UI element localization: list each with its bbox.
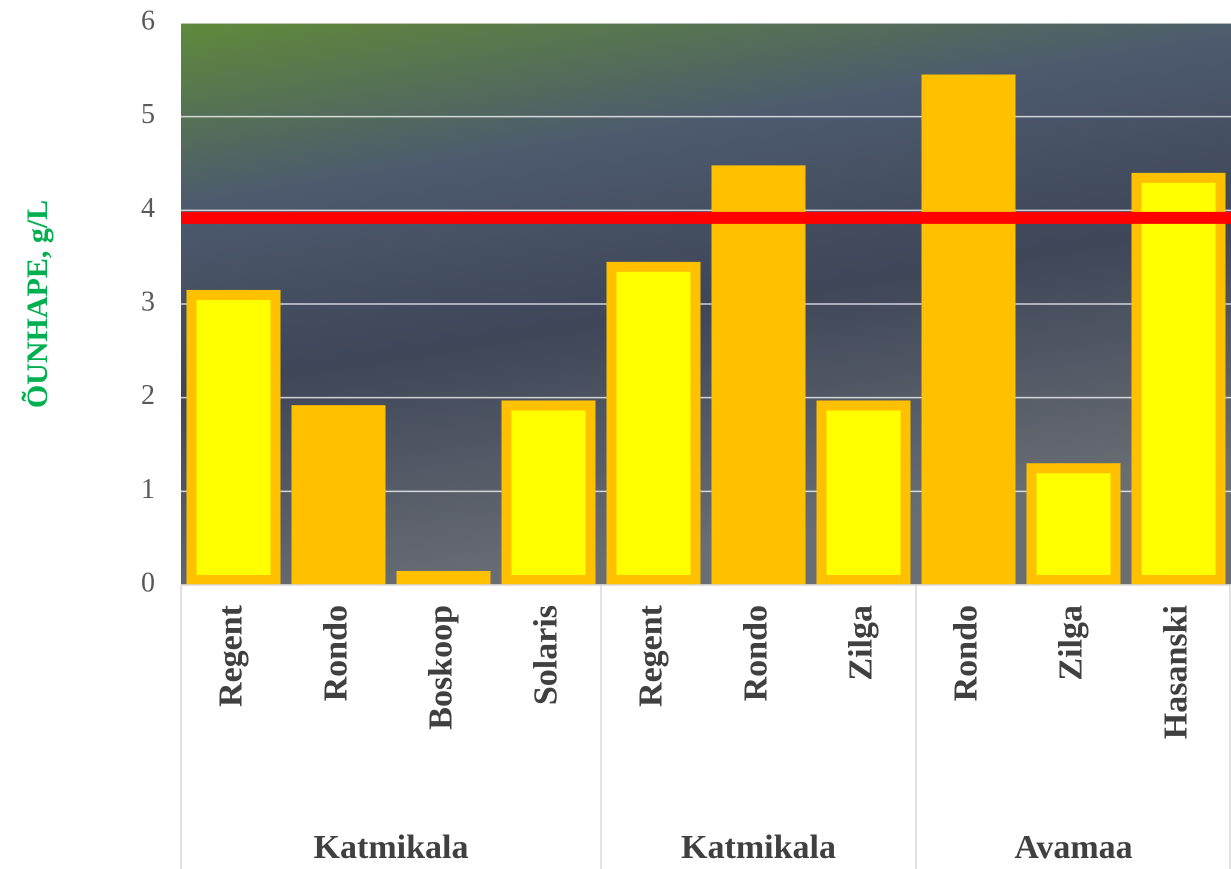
- y-tick-label: 5: [141, 99, 155, 130]
- y-tick-label: 4: [141, 193, 155, 224]
- x-tick-label: Rondo: [737, 605, 774, 701]
- y-tick-label: 6: [141, 5, 155, 36]
- bar: [1026, 463, 1121, 586]
- x-tick-label: Regent: [212, 604, 249, 707]
- y-axis-label: ÕUNHAPE, g/L: [21, 200, 54, 408]
- bar: [1131, 172, 1226, 585]
- x-tick-label: Solaris: [527, 605, 564, 705]
- x-tick-label: Rondo: [947, 605, 984, 701]
- bar: [396, 570, 491, 586]
- group-label: Katmikala: [314, 829, 469, 866]
- group-label: Avamaa: [1014, 829, 1132, 866]
- x-tick-label: Zilga: [1052, 605, 1089, 681]
- bar: [816, 400, 911, 585]
- y-tick-label: 2: [141, 380, 155, 411]
- bar: [501, 400, 596, 585]
- bar: [711, 165, 806, 586]
- x-tick-label: Rondo: [317, 605, 354, 701]
- bar: [186, 289, 281, 585]
- y-tick-label: 1: [141, 474, 155, 505]
- bar: [921, 74, 1016, 586]
- bar: [606, 261, 701, 585]
- x-tick-label: Zilga: [842, 605, 879, 681]
- group-label: Katmikala: [681, 829, 836, 866]
- bar: [291, 405, 386, 585]
- y-tick-label: 3: [141, 286, 155, 317]
- x-tick-label: Boskoop: [422, 605, 459, 730]
- y-tick-label: 0: [141, 567, 155, 598]
- x-tick-label: Hasanski: [1157, 605, 1194, 739]
- x-tick-label: Regent: [632, 604, 669, 707]
